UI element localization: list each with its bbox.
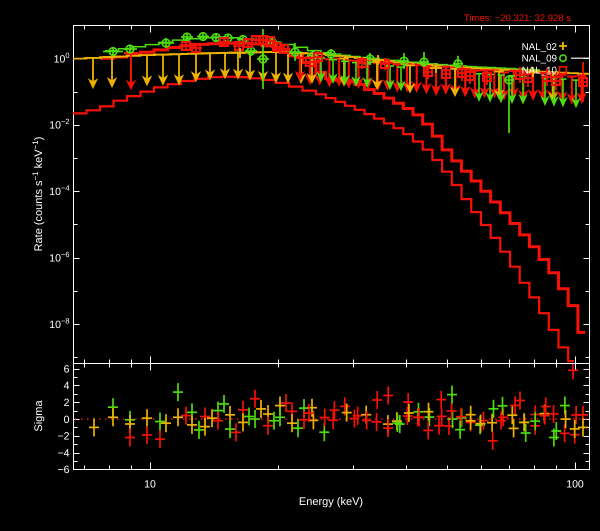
svg-text:100: 100 xyxy=(566,479,584,491)
svg-text:10: 10 xyxy=(144,479,156,491)
svg-text:NAL_09: NAL_09 xyxy=(522,54,557,65)
svg-text:−2: −2 xyxy=(58,431,70,443)
svg-text:6: 6 xyxy=(64,363,70,375)
svg-text:4: 4 xyxy=(64,380,70,392)
svg-text:Times: −20.321: 32.928 s: Times: −20.321: 32.928 s xyxy=(464,13,571,24)
svg-text:Rate (counts s−1 keV−1): Rate (counts s−1 keV−1) xyxy=(31,137,45,252)
svg-text:NAL_02: NAL_02 xyxy=(522,42,557,53)
svg-text:2: 2 xyxy=(64,397,70,409)
svg-text:−4: −4 xyxy=(58,447,70,459)
svg-text:−6: −6 xyxy=(58,464,70,476)
svg-text:0: 0 xyxy=(64,414,70,426)
svg-text:Energy (keV): Energy (keV) xyxy=(299,496,363,508)
svg-text:Sigma: Sigma xyxy=(33,400,45,432)
svg-text:NAL_10: NAL_10 xyxy=(522,66,558,77)
